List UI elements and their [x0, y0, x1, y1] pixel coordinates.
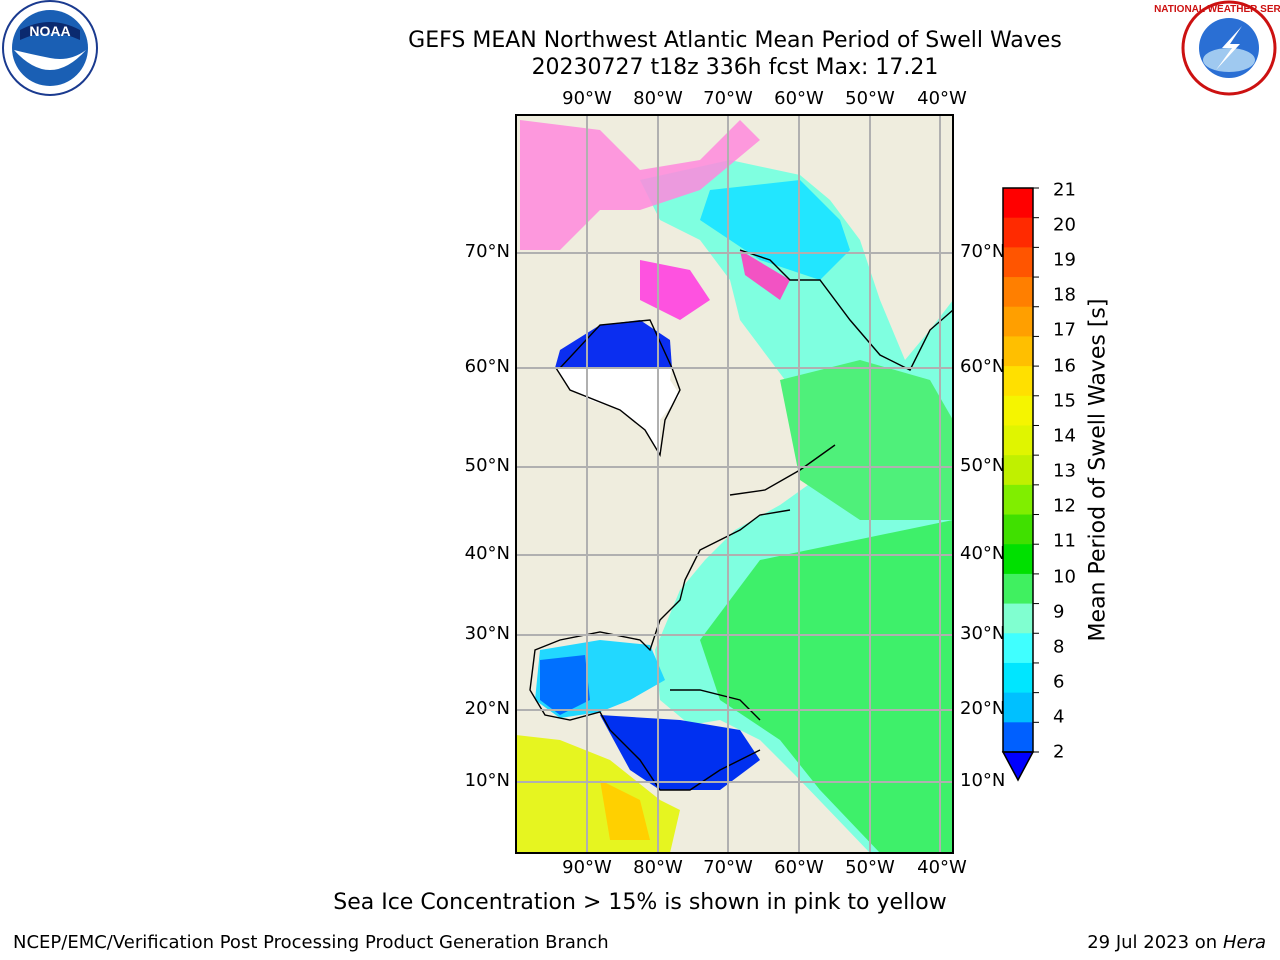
lat-label-left: 20°N: [464, 698, 510, 719]
map-title: GEFS MEAN Northwest Atlantic Mean Period…: [408, 28, 1062, 53]
lon-label-top: 90°W: [562, 88, 612, 109]
noaa-logo: NOAA: [2, 0, 98, 96]
colorbar-tick-label: 21: [1053, 179, 1076, 201]
colorbar-segment: [1003, 247, 1033, 278]
lat-label-left: 30°N: [464, 623, 510, 644]
colorbar-segment: [1003, 633, 1033, 664]
svg-text:NATIONAL WEATHER SERVICE: NATIONAL WEATHER SERVICE: [1154, 4, 1280, 15]
colorbar-tick-label: 10: [1053, 566, 1076, 588]
lon-label-bottom: 70°W: [703, 857, 753, 878]
colorbar-tick-label: 4: [1053, 706, 1065, 728]
colorbar-segment: [1003, 573, 1033, 605]
colorbar-segment: [1003, 722, 1033, 753]
lon-label-top: 40°W: [917, 88, 967, 109]
colorbar-tick-label: 11: [1053, 530, 1076, 552]
lon-label-top: 70°W: [703, 88, 753, 109]
colorbar-tick-label: 17: [1053, 319, 1076, 341]
colorbar-segment: [1003, 336, 1033, 367]
colorbar-tick-label: 13: [1053, 460, 1076, 482]
colorbar-segment: [1003, 692, 1033, 723]
lat-label-left: 50°N: [464, 455, 510, 476]
colorbar-tick-label: 2: [1053, 741, 1065, 763]
map-panel: [515, 114, 954, 854]
lon-label-bottom: 50°W: [845, 857, 895, 878]
colorbar-tick-label: 6: [1053, 671, 1065, 693]
colorbar-label: Mean Period of Swell Waves [s]: [1085, 298, 1111, 642]
footer-date: 29 Jul 2023 on Hera: [1087, 932, 1266, 953]
lat-label-right: 60°N: [960, 356, 1006, 377]
caption: Sea Ice Concentration > 15% is shown in …: [333, 890, 947, 915]
lat-label-right: 70°N: [960, 241, 1006, 262]
svg-text:NOAA: NOAA: [29, 23, 70, 39]
colorbar-segment: [1003, 395, 1033, 426]
caribbean-sea: [600, 715, 760, 790]
lat-label-right: 10°N: [960, 770, 1006, 791]
coastline: [529, 249, 954, 791]
lon-label-bottom: 90°W: [562, 857, 612, 878]
colorbar-tick-label: 18: [1053, 284, 1076, 306]
colorbar-tick-label: 8: [1053, 636, 1065, 658]
colorbar-tick-label: 19: [1053, 249, 1076, 271]
lon-label-top: 60°W: [774, 88, 824, 109]
lat-label-left: 60°N: [464, 356, 510, 377]
lat-label-right: 20°N: [960, 698, 1006, 719]
colorbar-segment: [1003, 603, 1033, 634]
colorbar-tick-label: 20: [1053, 214, 1076, 236]
hudson-bay: [555, 320, 672, 368]
colorbar-segment: [1003, 306, 1033, 337]
colorbar-tick-label: 15: [1053, 390, 1076, 412]
colorbar-segment: [1003, 217, 1033, 248]
footer-host: Hera: [1222, 932, 1266, 953]
lon-label-bottom: 60°W: [774, 857, 824, 878]
footer-credit: NCEP/EMC/Verification Post Processing Pr…: [13, 932, 609, 953]
colorbar-segment: [1003, 277, 1033, 308]
colorbar-extend-arrow: [1001, 751, 1035, 782]
colorbar-tick-label: 12: [1053, 495, 1076, 517]
colorbar-tick-label: 16: [1053, 355, 1076, 377]
colorbar-segment: [1003, 484, 1033, 516]
lat-label-right: 40°N: [960, 543, 1006, 564]
colorbar-segment: [1003, 544, 1033, 575]
lat-label-left: 40°N: [464, 543, 510, 564]
lon-label-top: 50°W: [845, 88, 895, 109]
colorbar-segment: [1003, 514, 1033, 545]
colorbar-tick-label: 14: [1053, 425, 1076, 447]
lat-label-right: 30°N: [960, 623, 1006, 644]
colorbar: [1001, 187, 1039, 782]
lon-label-bottom: 80°W: [633, 857, 683, 878]
lat-label-left: 70°N: [464, 241, 510, 262]
colorbar-segment: [1003, 425, 1033, 456]
colorbar-frame: [1002, 187, 1034, 753]
graticule: [516, 115, 953, 853]
colorbar-segment: [1003, 366, 1033, 397]
lon-label-bottom: 40°W: [917, 857, 967, 878]
sea-ice-region: [520, 120, 760, 250]
colorbar-segment: [1003, 662, 1033, 694]
map-subtitle: 20230727 t18z 336h fcst Max: 17.21: [531, 55, 939, 80]
lat-label-right: 50°N: [960, 455, 1006, 476]
footer-date-text: 29 Jul 2023 on: [1087, 932, 1223, 953]
map-frame: [515, 114, 954, 854]
colorbar-segment: [1003, 188, 1033, 219]
colorbar-tick-label: 9: [1053, 601, 1065, 623]
colorbar-segment: [1003, 455, 1033, 486]
nws-logo: NATIONAL WEATHER SERVICE: [1154, 0, 1280, 96]
lat-label-left: 10°N: [464, 770, 510, 791]
lon-label-top: 80°W: [633, 88, 683, 109]
